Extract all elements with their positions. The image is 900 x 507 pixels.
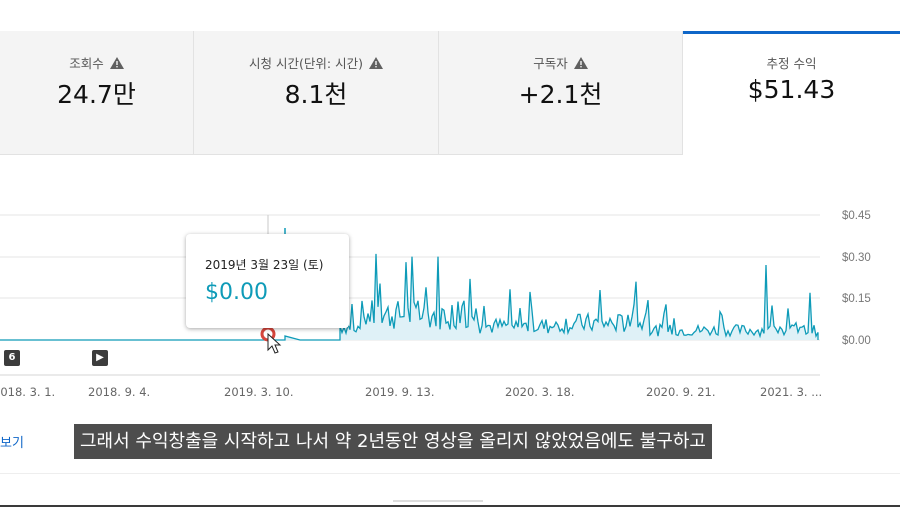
divider	[0, 473, 900, 474]
mouse-cursor-icon	[267, 332, 282, 354]
see-more-link[interactable]: 보기	[0, 436, 24, 451]
x-tick-label: 2019. 9. 13.	[365, 385, 435, 399]
metric-value: +2.1천	[518, 80, 603, 109]
metric-label: 구독자	[439, 53, 682, 72]
y-tick-label: $0.00	[842, 335, 871, 347]
metric-tab-views[interactable]: 조회수 24.7만	[0, 31, 194, 155]
metric-value: $51.43	[747, 75, 836, 104]
bottom-border	[0, 505, 900, 507]
metric-label: 추정 수익	[766, 56, 817, 71]
x-tick-label: 2020. 9. 21.	[646, 385, 716, 399]
tooltip-date: 2019년 3월 23일 (토)	[205, 258, 324, 272]
chart-grid	[0, 214, 820, 376]
annotation-marker-video[interactable]: ▶	[92, 350, 108, 366]
series-area	[285, 253, 818, 340]
metric-value: 8.1천	[284, 80, 348, 109]
warning-icon	[109, 57, 124, 69]
metric-tabs: 조회수 24.7만 시청 시간(단위: 시간) 8.1천 구독자 +2.1천 추…	[0, 31, 900, 155]
x-tick-label: 2018. 3. 1.	[0, 385, 56, 399]
video-subtitle-caption: 그래서 수익창출을 시작하고 나서 약 2년동안 영상을 올리지 않았었음에도 …	[74, 424, 712, 459]
y-tick-label: $0.45	[842, 210, 871, 222]
metric-label: 조회수	[0, 53, 193, 72]
x-tick-label: 2019. 3. 10.	[224, 385, 294, 399]
drag-handle[interactable]	[393, 500, 483, 502]
tooltip-value: $0.00	[205, 280, 268, 305]
annotation-marker-count[interactable]: 6	[4, 350, 20, 366]
metric-tab-watch-time[interactable]: 시청 시간(단위: 시간) 8.1천	[194, 31, 439, 155]
x-tick-label: 2020. 3. 18.	[505, 385, 575, 399]
y-tick-label: $0.15	[842, 293, 871, 305]
y-tick-label: $0.30	[842, 252, 871, 264]
chart-tooltip: 2019년 3월 23일 (토) $0.00	[186, 234, 349, 328]
metric-tab-estimated-revenue[interactable]: 추정 수익 $51.43	[683, 31, 900, 155]
x-tick-label: 2018. 9. 4.	[88, 385, 151, 399]
metric-tab-subscribers[interactable]: 구독자 +2.1천	[439, 31, 683, 155]
metric-value: 24.7만	[57, 80, 136, 109]
top-strip	[0, 0, 900, 31]
warning-icon	[573, 57, 588, 69]
series-line	[0, 253, 819, 341]
y-tick-labels: $0.45 $0.30 $0.15 $0.00	[842, 210, 871, 347]
x-tick-label: 2021. 3. ...	[760, 385, 823, 399]
metric-label: 시청 시간(단위: 시간)	[194, 53, 438, 72]
warning-icon	[368, 57, 383, 69]
